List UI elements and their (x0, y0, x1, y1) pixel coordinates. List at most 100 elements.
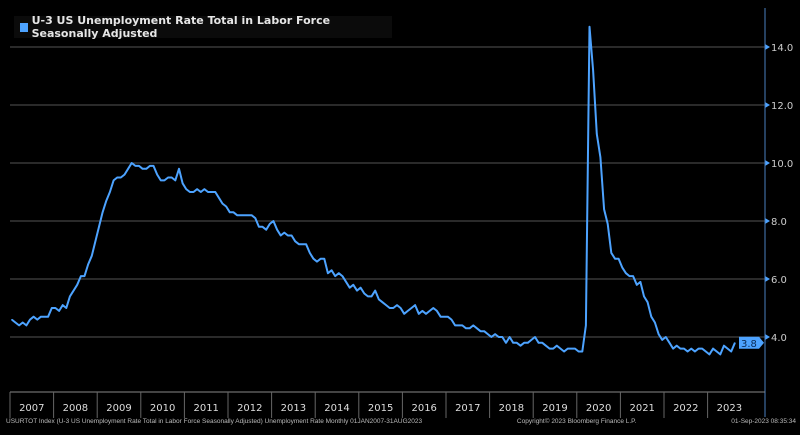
data-point (505, 342, 507, 344)
data-point (469, 327, 471, 329)
chart-legend: U-3 US Unemployment Rate Total in Labor … (14, 14, 392, 40)
data-point (123, 174, 126, 176)
data-point (229, 211, 231, 213)
data-point (138, 165, 140, 167)
data-point (334, 275, 336, 277)
data-point (360, 287, 362, 289)
data-point (58, 310, 60, 312)
data-point (127, 168, 129, 170)
data-point (396, 304, 398, 306)
data-point (701, 348, 703, 350)
data-point (592, 69, 594, 71)
data-point (730, 350, 732, 353)
x-tick-label: 2011 (193, 403, 218, 414)
data-point (643, 295, 645, 297)
data-point (472, 324, 474, 326)
data-point (574, 348, 576, 350)
data-point (483, 330, 485, 332)
data-point (196, 188, 198, 190)
data-point (421, 310, 423, 312)
data-point (280, 234, 282, 237)
footer: USURTOT Index (U-3 US Unemployment Rate … (6, 418, 796, 425)
data-point (672, 348, 674, 350)
data-point (716, 350, 718, 353)
data-point (585, 324, 587, 326)
x-tick-label: 2023 (717, 403, 742, 414)
data-point (120, 176, 122, 179)
data-point (18, 324, 20, 326)
data-point (596, 133, 598, 135)
data-point (519, 345, 522, 347)
x-tick-label: 2016 (411, 403, 436, 414)
data-point (625, 272, 627, 274)
data-point (171, 176, 173, 179)
x-tick-label: 2019 (542, 403, 567, 414)
data-point (418, 313, 420, 315)
y-tick-marker (765, 102, 770, 108)
data-point (189, 191, 191, 193)
data-point (676, 345, 678, 347)
data-point (705, 350, 707, 353)
data-point (251, 214, 253, 216)
data-point (447, 316, 449, 318)
data-point (650, 316, 652, 318)
data-point (363, 292, 365, 295)
data-point (508, 336, 511, 338)
data-point (11, 319, 13, 321)
data-point (76, 284, 78, 286)
data-point (261, 226, 264, 228)
data-point (392, 307, 394, 309)
data-point (65, 307, 67, 309)
x-tick-label: 2022 (673, 403, 698, 414)
data-point (559, 348, 562, 350)
x-tick-label: 2018 (499, 403, 524, 414)
data-point (29, 319, 31, 321)
data-point (512, 342, 514, 344)
data-point (167, 176, 169, 179)
data-point (530, 339, 532, 341)
data-point (614, 258, 616, 260)
data-point (487, 333, 489, 335)
data-point (94, 240, 96, 242)
footer-timestamp: 01-Sep-2023 08:35:34 (731, 418, 796, 425)
x-tick-label: 2007 (19, 403, 44, 414)
data-point (599, 156, 602, 158)
data-point (323, 258, 325, 260)
data-point (131, 162, 133, 164)
data-point (163, 179, 166, 181)
last-value-label: 3.8 (741, 339, 757, 350)
data-point (232, 211, 235, 213)
data-point (476, 327, 478, 329)
data-point (567, 348, 569, 350)
y-tick-label: 4.0 (771, 333, 787, 344)
data-point (683, 348, 685, 350)
data-point (450, 319, 453, 321)
x-tick-label: 2021 (629, 403, 654, 414)
data-point (617, 258, 620, 260)
data-point (80, 275, 82, 277)
y-tick-marker (765, 44, 770, 50)
data-point (156, 174, 158, 176)
data-point (305, 243, 307, 245)
data-point (425, 313, 427, 315)
data-point (654, 321, 656, 324)
y-tick-marker (765, 334, 770, 340)
data-point (301, 243, 304, 245)
data-point (218, 197, 220, 199)
data-point (563, 350, 565, 353)
x-tick-label: 2015 (368, 403, 393, 414)
data-point (72, 290, 75, 292)
y-tick-label: 10.0 (771, 159, 793, 170)
data-point (134, 165, 136, 167)
data-point (690, 348, 692, 350)
x-tick-label: 2009 (106, 403, 131, 414)
data-point (548, 348, 551, 350)
data-point (345, 281, 347, 283)
data-point (98, 226, 100, 228)
data-point (338, 272, 340, 274)
data-point (309, 252, 311, 254)
data-point (247, 214, 249, 216)
data-point (538, 342, 540, 344)
data-point (723, 345, 725, 347)
data-point (367, 295, 369, 297)
